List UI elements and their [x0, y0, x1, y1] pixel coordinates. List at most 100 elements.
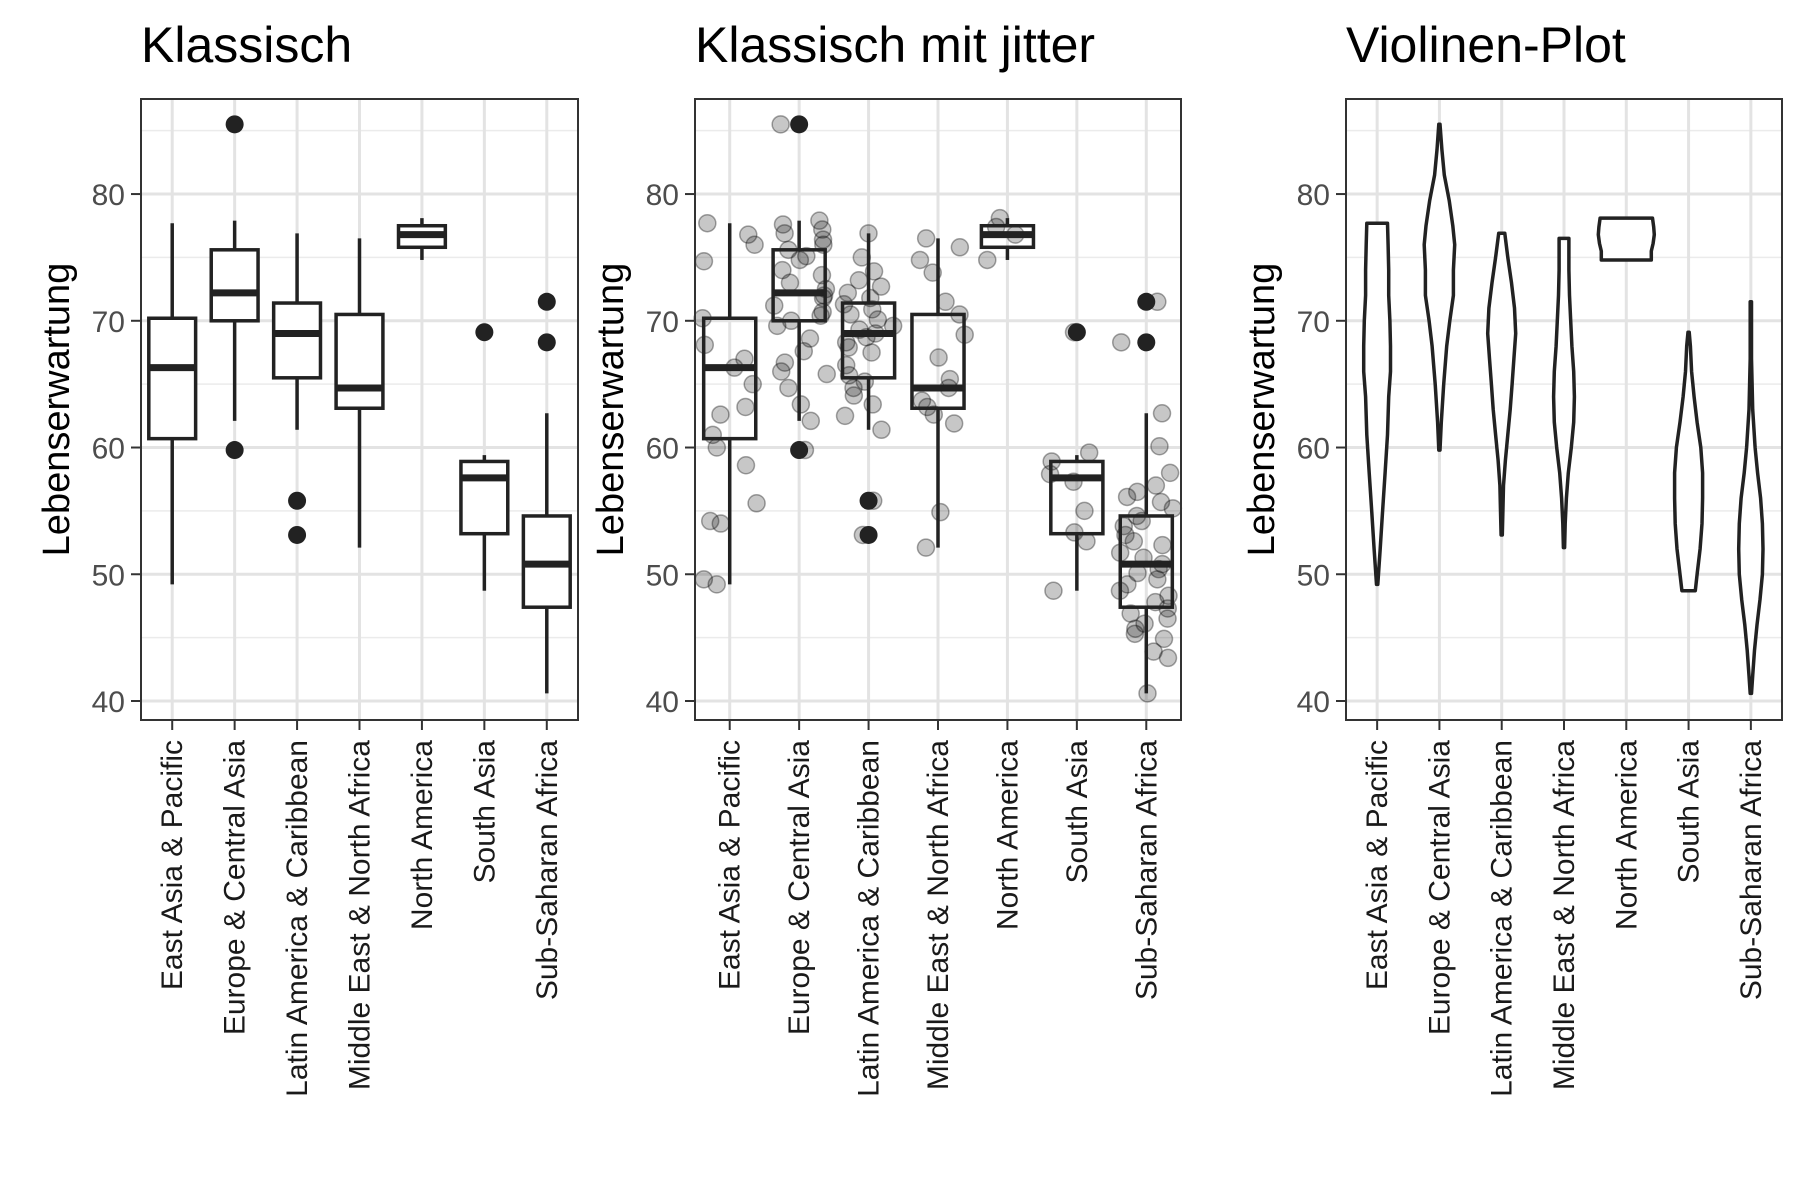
panel-2: 40 50 60 70 80 East Asia & Pacific Europe & Ce… — [590, 17, 1183, 1097]
outlier-point — [1067, 323, 1086, 342]
jitter-point — [1160, 463, 1180, 483]
jitter-point — [773, 215, 793, 234]
box-5 — [396, 218, 448, 260]
x-tick-label: Sub-Saharan Africa — [1130, 740, 1163, 1000]
box-2 — [209, 115, 260, 460]
jitter-point — [797, 246, 816, 266]
box-body — [701, 316, 758, 441]
x-tick-label: South Asia — [1061, 740, 1094, 884]
outlier-point — [537, 333, 556, 352]
x-tick-label: South Asia — [1673, 740, 1706, 884]
x-tick-label: North America — [406, 740, 439, 930]
jitter-point — [944, 414, 964, 433]
jitter-point — [931, 502, 950, 522]
jitter-point — [1079, 443, 1099, 462]
jitter-point — [844, 386, 864, 405]
jitter-point — [775, 353, 795, 372]
box-4 — [910, 238, 966, 548]
jitter-point — [862, 343, 881, 362]
y-tick-label: 60 — [646, 433, 679, 466]
panel-title: Klassisch — [141, 17, 352, 73]
jitter-point — [916, 229, 936, 248]
jitter-point — [817, 364, 836, 384]
x-tick-label: Europe & Central Asia — [219, 740, 252, 1035]
jitter-point — [736, 397, 755, 417]
box-3 — [271, 233, 323, 544]
jitter-point — [694, 251, 714, 271]
y-axis-label: Lebenserwartung — [36, 263, 78, 557]
jitter-point — [978, 250, 997, 270]
box-3 — [840, 233, 897, 544]
box-body — [209, 248, 260, 323]
jitter-point — [1153, 535, 1172, 555]
panel-title: Violinen-Plot — [1346, 17, 1626, 73]
x-tick-label: Sub-Saharan Africa — [531, 740, 564, 1000]
jitter-point — [700, 511, 720, 531]
y-tick-label: 40 — [1297, 686, 1330, 719]
x-tick-label: Latin America & Caribbean — [1486, 740, 1519, 1097]
panel-1: 40 50 60 70 80 East Asia & Pacific Europe & Ce… — [36, 17, 579, 1097]
box-6 — [1049, 323, 1105, 591]
y-tick-label: 50 — [646, 559, 679, 592]
jitter-point — [743, 374, 762, 394]
x-tick-label: East Asia & Pacific — [156, 740, 189, 990]
box-6 — [459, 323, 510, 591]
jitter-point — [835, 406, 855, 426]
outlier-point — [790, 441, 809, 460]
y-tick-label: 80 — [1297, 179, 1330, 212]
box-7 — [1118, 292, 1175, 694]
x-tick-label: South Asia — [468, 740, 501, 884]
violin-7 — [1736, 300, 1765, 696]
y-tick-label: 50 — [92, 559, 125, 592]
y-tick-label: 80 — [92, 179, 125, 212]
jitter-point — [711, 514, 731, 533]
violin-2 — [1422, 122, 1457, 452]
jitter-point — [872, 420, 891, 440]
jitter-point — [1117, 487, 1137, 507]
x-tick-label: Middle East & North Africa — [344, 740, 377, 1090]
jitter-point — [1154, 629, 1174, 649]
box-body — [334, 312, 385, 410]
x-tick-label: East Asia & Pacific — [714, 740, 747, 990]
jitter-point — [698, 213, 717, 233]
y-axis-label: Lebenserwartung — [1241, 263, 1283, 557]
x-tick-label: Europe & Central Asia — [1423, 740, 1456, 1035]
jitter-point — [839, 338, 858, 357]
box-1 — [147, 223, 198, 585]
jitter-point — [1126, 619, 1145, 639]
jitter-point — [1148, 570, 1167, 589]
box-1 — [701, 223, 758, 585]
x-tick-label: Middle East & North Africa — [1548, 740, 1581, 1090]
x-tick-label: East Asia & Pacific — [1361, 740, 1394, 990]
y-tick-label: 80 — [646, 179, 679, 212]
box-7 — [521, 292, 572, 694]
outlier-point — [288, 525, 307, 544]
violin-3 — [1485, 231, 1518, 537]
x-tick-label: Sub-Saharan Africa — [1735, 740, 1768, 1000]
jitter-point — [868, 310, 888, 329]
outlier-point — [225, 115, 244, 134]
jitter-point — [736, 456, 756, 475]
jitter-point — [790, 250, 810, 270]
jitter-point — [747, 494, 766, 513]
jitter-point — [1121, 604, 1140, 623]
outlier-point — [790, 115, 809, 134]
jitter-point — [800, 329, 820, 348]
outlier-point — [859, 525, 878, 544]
box-4 — [334, 238, 385, 548]
box-body — [1049, 459, 1105, 536]
violin-4 — [1551, 236, 1577, 550]
jitter-point — [711, 405, 730, 424]
y-tick-label: 70 — [92, 306, 125, 339]
box-body — [771, 248, 827, 323]
jitter-point — [916, 538, 936, 557]
jitter-point — [780, 273, 800, 293]
x-tick-label: Europe & Central Asia — [783, 740, 816, 1035]
jitter-point — [1125, 624, 1145, 644]
jitter-point — [950, 238, 970, 257]
outlier-point — [475, 323, 494, 342]
box-body — [147, 316, 198, 441]
jitter-point — [1044, 581, 1063, 600]
jitter-point — [871, 277, 891, 296]
jitter-point — [863, 300, 882, 319]
